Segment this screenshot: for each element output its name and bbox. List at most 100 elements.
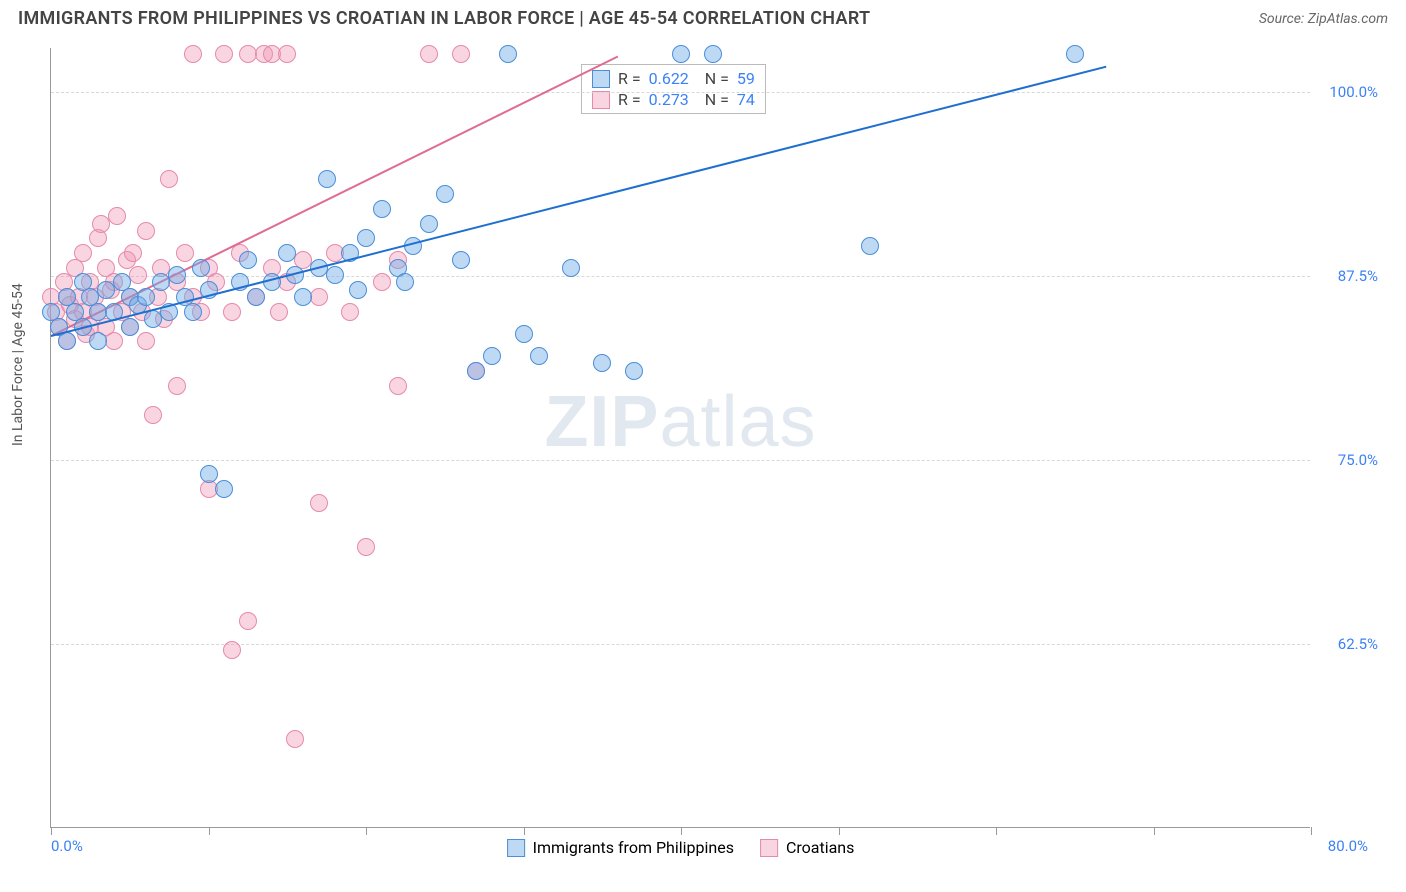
data-point-philippines xyxy=(861,237,879,255)
data-point-croatians xyxy=(239,612,257,630)
legend-item-philippines: Immigrants from Philippines xyxy=(507,838,734,857)
y-tick-label: 62.5% xyxy=(1338,635,1378,653)
legend-swatch-croatians xyxy=(760,839,778,857)
data-point-croatians xyxy=(286,730,304,748)
y-axis-label: In Labor Force | Age 45-54 xyxy=(10,283,26,446)
legend-label-croatians: Croatians xyxy=(786,838,854,857)
data-point-philippines xyxy=(515,325,533,343)
data-point-croatians xyxy=(74,244,92,262)
legend-swatch-philippines xyxy=(507,839,525,857)
data-point-philippines xyxy=(278,244,296,262)
data-point-philippines xyxy=(318,170,336,188)
x-tick xyxy=(681,827,682,835)
source-attribution: Source: ZipAtlas.com xyxy=(1259,11,1388,27)
data-point-philippines xyxy=(672,45,690,63)
stat-r-label: R = xyxy=(618,69,641,88)
data-point-philippines xyxy=(168,266,186,284)
plot-area: ZIPatlas R = 0.622 N = 59 R = 0.273 N = … xyxy=(50,48,1310,828)
data-point-croatians xyxy=(129,266,147,284)
legend-label-philippines: Immigrants from Philippines xyxy=(533,838,734,857)
data-point-philippines xyxy=(483,347,501,365)
data-point-philippines xyxy=(121,318,139,336)
chart-container: ZIPatlas R = 0.622 N = 59 R = 0.273 N = … xyxy=(50,48,1310,828)
data-point-croatians xyxy=(168,377,186,395)
data-point-croatians xyxy=(144,406,162,424)
data-point-philippines xyxy=(396,273,414,291)
data-point-philippines xyxy=(530,347,548,365)
data-point-croatians xyxy=(310,494,328,512)
data-point-croatians xyxy=(373,273,391,291)
data-point-philippines xyxy=(357,229,375,247)
data-point-croatians xyxy=(270,303,288,321)
y-tick-label: 100.0% xyxy=(1329,83,1378,101)
data-point-philippines xyxy=(192,259,210,277)
watermark: ZIPatlas xyxy=(544,381,816,463)
swatch-philippines xyxy=(592,70,610,88)
data-point-philippines xyxy=(420,215,438,233)
data-point-croatians xyxy=(278,45,296,63)
stat-r-philippines: 0.622 xyxy=(649,69,689,88)
legend-item-croatians: Croatians xyxy=(760,838,854,857)
data-point-croatians xyxy=(108,207,126,225)
data-point-philippines xyxy=(452,251,470,269)
data-point-croatians xyxy=(420,45,438,63)
data-point-croatians xyxy=(137,222,155,240)
grid-line xyxy=(51,460,1310,461)
stat-n-label: N = xyxy=(697,69,729,88)
stats-row-philippines: R = 0.622 N = 59 xyxy=(592,69,755,88)
x-tick xyxy=(1154,827,1155,835)
data-point-croatians xyxy=(215,45,233,63)
data-point-philippines xyxy=(239,251,257,269)
data-point-philippines xyxy=(58,332,76,350)
data-point-croatians xyxy=(357,538,375,556)
swatch-croatians xyxy=(592,91,610,109)
data-point-philippines xyxy=(1066,45,1084,63)
data-point-philippines xyxy=(704,45,722,63)
data-point-philippines xyxy=(294,288,312,306)
y-tick-label: 87.5% xyxy=(1338,267,1378,285)
page-title: IMMIGRANTS FROM PHILIPPINES VS CROATIAN … xyxy=(18,8,870,29)
stat-n-philippines: 59 xyxy=(737,69,755,88)
trend-line-philippines xyxy=(51,66,1107,337)
data-point-croatians xyxy=(341,303,359,321)
x-tick xyxy=(366,827,367,835)
data-point-philippines xyxy=(593,354,611,372)
grid-line xyxy=(51,92,1310,93)
data-point-philippines xyxy=(373,200,391,218)
data-point-philippines xyxy=(326,266,344,284)
data-point-croatians xyxy=(389,377,407,395)
data-point-philippines xyxy=(137,288,155,306)
x-tick xyxy=(209,827,210,835)
data-point-philippines xyxy=(625,362,643,380)
x-tick xyxy=(524,827,525,835)
data-point-croatians xyxy=(452,45,470,63)
data-point-philippines xyxy=(349,281,367,299)
data-point-philippines xyxy=(467,362,485,380)
x-tick-label-min: 0.0% xyxy=(51,837,83,855)
y-tick-label: 75.0% xyxy=(1338,451,1378,469)
data-point-philippines xyxy=(200,465,218,483)
correlation-stats-box: R = 0.622 N = 59 R = 0.273 N = 74 xyxy=(581,64,766,114)
x-tick xyxy=(839,827,840,835)
data-point-philippines xyxy=(247,288,265,306)
data-point-croatians xyxy=(105,332,123,350)
data-point-philippines xyxy=(184,303,202,321)
x-tick xyxy=(1311,827,1312,835)
x-tick xyxy=(996,827,997,835)
data-point-croatians xyxy=(176,244,194,262)
data-point-philippines xyxy=(562,259,580,277)
data-point-croatians xyxy=(223,641,241,659)
data-point-philippines xyxy=(499,45,517,63)
data-point-croatians xyxy=(124,244,142,262)
data-point-croatians xyxy=(160,170,178,188)
data-point-philippines xyxy=(436,185,454,203)
data-point-croatians xyxy=(310,288,328,306)
data-point-croatians xyxy=(223,303,241,321)
data-point-croatians xyxy=(137,332,155,350)
x-tick-label-max: 80.0% xyxy=(1328,837,1368,855)
data-point-philippines xyxy=(215,480,233,498)
x-tick xyxy=(51,827,52,835)
data-point-philippines xyxy=(89,332,107,350)
data-point-croatians xyxy=(184,45,202,63)
bottom-legend: Immigrants from Philippines Croatians xyxy=(507,838,855,857)
